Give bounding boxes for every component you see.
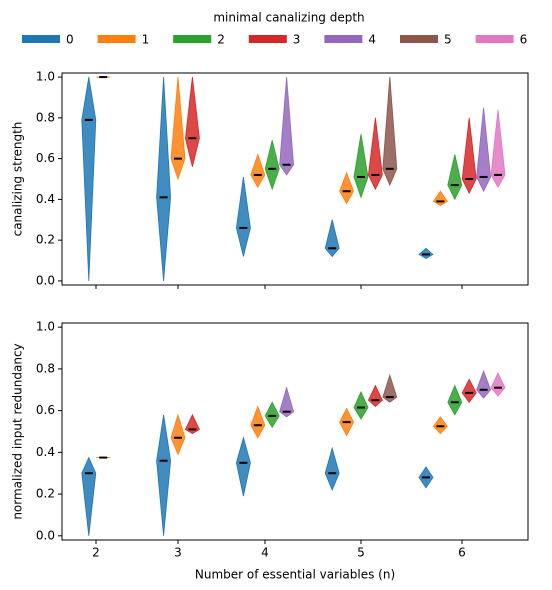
violin bbox=[170, 77, 186, 181]
violin bbox=[382, 373, 398, 403]
legend-swatch bbox=[248, 35, 287, 43]
violin bbox=[490, 372, 506, 397]
violin bbox=[382, 77, 398, 187]
y-tick-label: 0.6 bbox=[36, 151, 55, 165]
violin bbox=[432, 190, 448, 206]
y-tick-label: 0.8 bbox=[36, 110, 55, 124]
violin bbox=[184, 413, 200, 435]
violin bbox=[170, 413, 186, 456]
violin bbox=[418, 247, 434, 259]
violin bbox=[264, 140, 280, 191]
violin bbox=[367, 384, 383, 407]
violin bbox=[324, 446, 340, 491]
x-tick-label: 4 bbox=[261, 546, 269, 560]
violin bbox=[476, 107, 492, 193]
y-tick-label: 0.8 bbox=[36, 361, 55, 375]
violin bbox=[235, 436, 251, 497]
y-tick-label: 0.2 bbox=[36, 233, 55, 247]
x-tick-label: 3 bbox=[174, 546, 182, 560]
violin bbox=[476, 369, 492, 399]
y-tick-label: 0.2 bbox=[36, 487, 55, 501]
y-tick-label: 0.4 bbox=[36, 192, 55, 206]
violin bbox=[461, 378, 477, 403]
y-tick-label: 0.0 bbox=[36, 528, 55, 542]
violin bbox=[264, 401, 280, 429]
legend-label: 5 bbox=[444, 33, 452, 47]
y-axis-label: canalizing strength bbox=[11, 122, 25, 237]
legend-swatch bbox=[22, 35, 60, 43]
x-axis-label: Number of essential variables (n) bbox=[195, 568, 395, 582]
x-tick-label: 5 bbox=[357, 546, 365, 560]
legend-label: 4 bbox=[368, 33, 376, 47]
legend-label: 0 bbox=[66, 33, 74, 47]
legend-swatch bbox=[324, 35, 363, 43]
violin bbox=[339, 171, 355, 205]
violin bbox=[250, 153, 266, 188]
violin bbox=[432, 416, 448, 435]
legend-label: 2 bbox=[217, 33, 225, 47]
violin bbox=[367, 117, 383, 191]
legend-label: 3 bbox=[293, 33, 301, 47]
y-axis-label: normalized input redundancy bbox=[11, 343, 25, 519]
legend-swatch bbox=[400, 35, 438, 43]
violin bbox=[184, 77, 200, 167]
y-tick-label: 0.0 bbox=[36, 273, 55, 287]
violin bbox=[324, 219, 340, 258]
violin bbox=[156, 77, 172, 281]
violin bbox=[156, 414, 172, 536]
violin bbox=[447, 154, 463, 201]
x-tick-label: 6 bbox=[458, 546, 466, 560]
axes-frame bbox=[61, 72, 529, 286]
violin bbox=[235, 176, 251, 257]
violin bbox=[461, 117, 477, 195]
y-tick-label: 0.6 bbox=[36, 403, 55, 417]
violin bbox=[81, 456, 97, 536]
y-tick-label: 0.4 bbox=[36, 445, 55, 459]
y-tick-label: 1.0 bbox=[36, 320, 55, 334]
y-tick-label: 1.0 bbox=[36, 70, 55, 84]
legend-swatch bbox=[97, 35, 136, 43]
axes-frame bbox=[61, 322, 529, 541]
legend-swatch bbox=[475, 35, 514, 43]
legend-label: 6 bbox=[520, 33, 528, 47]
legend-swatch bbox=[173, 35, 212, 43]
violin bbox=[81, 77, 97, 281]
violin bbox=[279, 386, 295, 418]
legend-label: 1 bbox=[142, 33, 150, 47]
x-tick-label: 2 bbox=[92, 546, 100, 560]
violin bbox=[353, 390, 369, 420]
legend-title: minimal canalizing depth bbox=[213, 11, 364, 25]
violin bbox=[279, 77, 295, 176]
violin bbox=[250, 405, 266, 439]
violin bbox=[490, 109, 506, 188]
violin bbox=[353, 134, 369, 199]
violin bbox=[447, 384, 463, 416]
